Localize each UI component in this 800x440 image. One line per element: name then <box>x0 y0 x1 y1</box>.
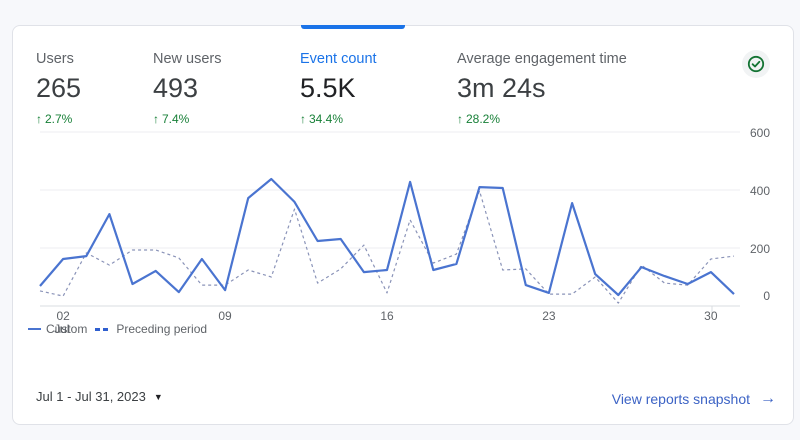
arrow-up-icon: ↑ <box>457 112 463 126</box>
series-line-custom <box>39 177 735 297</box>
metric-change-value: 28.2% <box>466 112 501 126</box>
arrow-up-icon: ↑ <box>36 112 42 126</box>
view-reports-snapshot-link[interactable]: View reports snapshot → <box>612 390 776 408</box>
y-tick-label: 600 <box>750 126 770 140</box>
chart-legend: Custom Preceding period <box>28 322 215 336</box>
x-tick-label: 16 <box>380 309 394 323</box>
arrow-up-icon: ↑ <box>153 112 159 126</box>
date-range-selector[interactable]: Jul 1 - Jul 31, 2023 ▼ <box>36 389 163 404</box>
metric-label: Users <box>36 51 74 67</box>
arrow-right-icon: → <box>760 390 776 407</box>
metric-value: 265 <box>36 73 82 103</box>
check-circle-icon <box>747 55 765 73</box>
metric-event-count[interactable]: Event count 5.5K ↑ 34.4% <box>300 50 377 126</box>
active-tab-indicator <box>301 25 405 29</box>
metric-value: 5.5K <box>300 73 356 103</box>
metric-change: ↑ 34.4% <box>300 112 377 126</box>
metric-value: 493 <box>153 73 199 103</box>
metric-change: ↑ 2.7% <box>36 112 81 126</box>
metric-average-engagement-time[interactable]: Average engagement time 3m 24s ↑ 28.2% <box>457 50 627 126</box>
y-tick-label: 0 <box>763 289 770 303</box>
dashed-line-swatch-icon <box>95 327 111 331</box>
overview-card <box>12 25 794 425</box>
metric-label: New users <box>153 51 222 67</box>
x-tick-sublabel: Jul <box>54 322 69 336</box>
series-line-preceding-period <box>39 190 735 304</box>
solid-line-swatch-icon <box>28 328 41 330</box>
insights-check-button[interactable] <box>742 50 770 78</box>
legend-item-preceding-period[interactable]: Preceding period <box>95 322 207 336</box>
metric-users[interactable]: Users 265 ↑ 2.7% <box>36 50 81 126</box>
y-tick-label: 400 <box>750 184 770 198</box>
metric-change: ↑ 7.4% <box>153 112 222 126</box>
view-reports-snapshot-label: View reports snapshot <box>611 391 750 407</box>
metric-value: 3m 24s <box>457 73 546 103</box>
metric-change-value: 7.4% <box>162 112 190 126</box>
x-tick-label: 02 <box>56 309 70 323</box>
x-tick-label: 30 <box>704 309 718 323</box>
y-tick-label: 200 <box>750 242 770 256</box>
legend-item-custom[interactable]: Custom <box>28 322 87 336</box>
metric-label: Average engagement time <box>457 51 627 67</box>
metric-change: ↑ 28.2% <box>457 112 627 126</box>
metric-label: Event count <box>300 51 377 67</box>
date-range-label: Jul 1 - Jul 31, 2023 <box>36 389 146 404</box>
legend-label: Custom <box>46 322 88 336</box>
x-tick-label: 09 <box>218 309 232 323</box>
metric-change-value: 2.7% <box>45 112 73 126</box>
metric-new-users[interactable]: New users 493 ↑ 7.4% <box>153 50 222 126</box>
metric-change-value: 34.4% <box>309 112 344 126</box>
legend-label: Preceding period <box>116 322 208 336</box>
caret-down-icon: ▼ <box>153 391 163 402</box>
x-tick-label: 23 <box>542 309 556 323</box>
arrow-up-icon: ↑ <box>300 112 306 126</box>
